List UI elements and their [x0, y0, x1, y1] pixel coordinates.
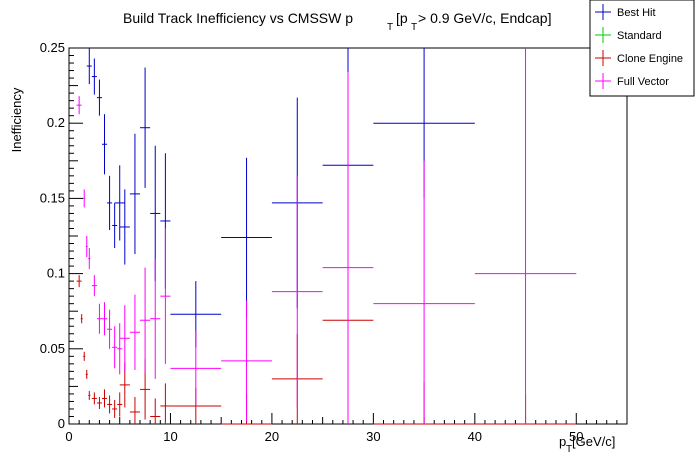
data-point [101, 389, 108, 408]
y-axis: 0 0.05 0.1 0.15 0.2 0.25 [40, 40, 83, 431]
data-point [76, 275, 82, 288]
x-axis-title-main: p [559, 434, 566, 449]
data-point [271, 175, 323, 408]
legend-box [589, 0, 695, 97]
data-point [129, 133, 141, 255]
data-point [112, 326, 118, 369]
data-point [101, 302, 108, 336]
chart-title-bracket: [p [396, 10, 408, 26]
x-tick-label: 10 [163, 429, 177, 444]
y-tick-label: 0.1 [47, 266, 65, 281]
legend-entry: Standard [595, 27, 662, 43]
legend-label: Standard [617, 30, 662, 42]
x-tick-label: 50 [569, 429, 583, 444]
data-point [112, 202, 118, 249]
data-point [107, 395, 113, 414]
x-tick-label: 0 [65, 429, 72, 444]
data-point [96, 303, 102, 334]
data-point [85, 369, 88, 379]
data-point [160, 383, 171, 424]
data-point [85, 236, 88, 258]
data-point [86, 48, 92, 85]
data-point [91, 58, 97, 95]
data-point [107, 175, 113, 230]
data-point [373, 160, 475, 424]
series-layer [76, 48, 577, 425]
data-point [150, 398, 161, 424]
data-point [88, 390, 91, 400]
x-tick-label: 40 [468, 429, 482, 444]
y-axis-title: Inefficiency [9, 87, 24, 152]
data-point [80, 314, 83, 324]
legend-label: Full Vector [617, 76, 669, 88]
data-point [129, 396, 141, 424]
y-tick-label: 0.25 [40, 40, 65, 55]
legend-label: Best Hit [617, 7, 656, 19]
data-point [117, 392, 123, 417]
data-point [96, 79, 102, 116]
x-tick-label: 30 [366, 429, 380, 444]
chart-title-tail: > 0.9 GeV/c, Endcap] [418, 10, 551, 26]
data-point [101, 114, 108, 175]
data-point [117, 323, 123, 375]
legend-entry: Clone Engine [595, 50, 683, 66]
x-tick-label: 20 [265, 429, 279, 444]
legend-entry: Best Hit [595, 4, 656, 20]
data-point [140, 267, 151, 373]
data-point [112, 399, 118, 418]
data-point [160, 228, 171, 364]
y-tick-label: 0.05 [40, 341, 65, 356]
data-point [140, 67, 151, 188]
data-point [107, 309, 113, 349]
data-point [83, 189, 86, 208]
chart-title-main: Build Track Inefficiency vs CMSSW p [123, 10, 353, 26]
data-point [83, 351, 86, 361]
x-axis-title-unit: [GeV/c] [572, 434, 615, 449]
legend-label: Clone Engine [617, 53, 683, 65]
data-point [322, 72, 374, 424]
data-point [88, 248, 91, 270]
data-point [119, 189, 130, 265]
data-point [76, 96, 82, 115]
data-point [474, 48, 577, 424]
legend-entry: Full Vector [595, 73, 669, 89]
data-point [119, 305, 130, 372]
y-tick-label: 0.2 [47, 115, 65, 130]
data-point [91, 275, 97, 297]
legend: Best Hit Standard Clone Engine Full Vector [589, 0, 695, 97]
data-point [170, 330, 222, 406]
chart-title-sub: T [387, 22, 393, 33]
data-point [221, 300, 272, 421]
data-point [129, 294, 141, 370]
data-point [114, 165, 125, 241]
data-point [96, 396, 102, 409]
y-tick-label: 0.15 [40, 190, 65, 205]
x-axis-title-sub: T [566, 444, 572, 455]
series-full-vector [76, 48, 577, 424]
data-point [221, 157, 272, 318]
y-tick-label: 0 [58, 416, 65, 431]
x-axis: 0 10 20 30 40 50 [65, 413, 628, 444]
data-point [150, 258, 161, 379]
chart-title-bracket-sub: T [411, 22, 417, 33]
data-point [91, 392, 97, 405]
